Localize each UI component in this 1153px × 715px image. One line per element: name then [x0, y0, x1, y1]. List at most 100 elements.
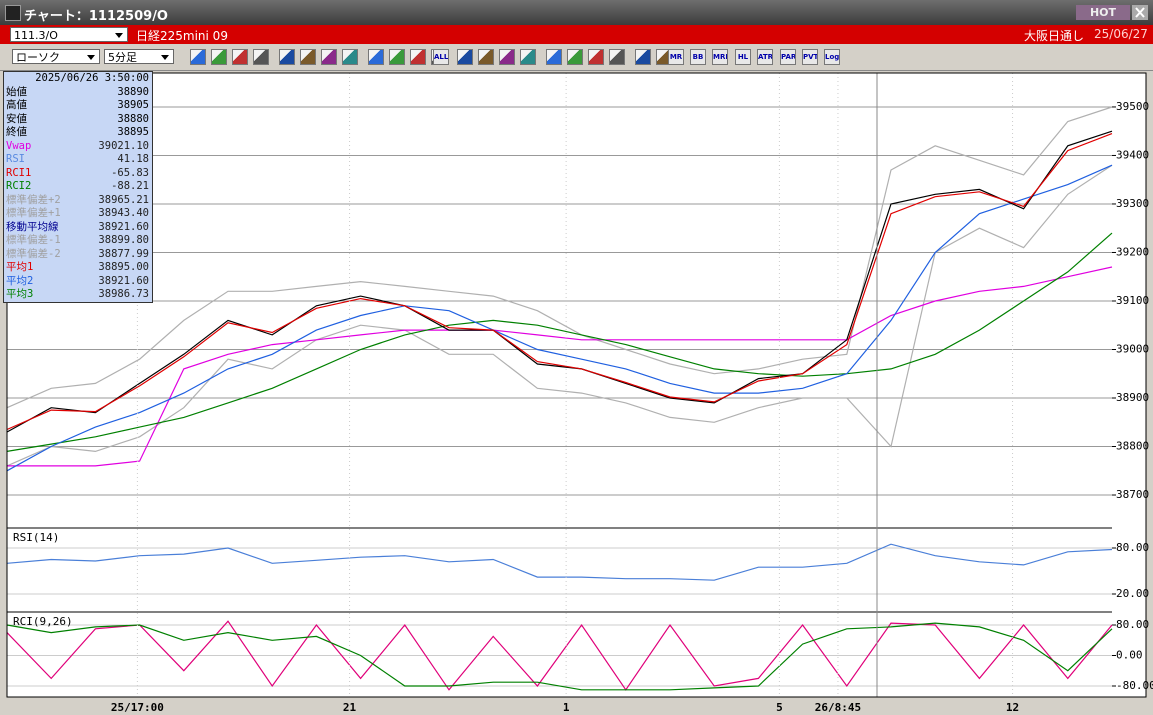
- info-label: 平均1: [6, 261, 34, 273]
- y-tick-label: 20.00: [1116, 587, 1149, 600]
- tool-button[interactable]: MRE: [712, 49, 728, 65]
- date: 25/06/27: [1094, 27, 1148, 41]
- instrument-name: 日経225mini 09: [136, 29, 228, 43]
- info-value: 38921.60: [98, 220, 149, 233]
- series-line: [6, 232, 1113, 452]
- info-label: 標準偏差+2: [6, 193, 61, 206]
- info-label: 移動平均線: [6, 220, 59, 233]
- info-label: RSI: [6, 153, 25, 165]
- info-value: 38895: [117, 126, 149, 138]
- tool-button[interactable]: [588, 49, 604, 65]
- tool-button[interactable]: PAR: [780, 49, 796, 65]
- panel-title: RCI(9,26): [13, 615, 73, 628]
- tool-button[interactable]: BB: [690, 49, 706, 65]
- tool-button[interactable]: [190, 49, 206, 65]
- y-tick-label: 39400: [1116, 148, 1149, 161]
- info-row: 平均3 38986.73: [4, 288, 152, 302]
- y-tick-label: -80.00: [1116, 679, 1153, 692]
- info-value: 38877.99: [98, 247, 149, 260]
- tool-button[interactable]: [567, 49, 583, 65]
- app-icon: [5, 5, 21, 21]
- tool-button[interactable]: [253, 49, 269, 65]
- y-tick-label: 80.00: [1116, 541, 1149, 554]
- info-label: RCI2: [6, 180, 32, 192]
- chart-frame: [6, 72, 1147, 698]
- title-bar: チャート：1112509/O HOT: [0, 0, 1153, 25]
- y-tick-label: 39500: [1116, 100, 1149, 113]
- series-line: [7, 266, 1113, 467]
- tool-button[interactable]: ALL: [433, 49, 449, 65]
- tool-button[interactable]: [410, 49, 426, 65]
- y-tick-label: 0.00: [1116, 649, 1143, 662]
- interval-select[interactable]: 5分足: [104, 49, 174, 64]
- tool-button[interactable]: ATR: [757, 49, 773, 65]
- info-value: -65.83: [111, 166, 149, 179]
- tool-button[interactable]: PVT: [802, 49, 818, 65]
- tool-button[interactable]: [300, 49, 316, 65]
- info-row: 移動平均線 38921.60: [4, 221, 152, 235]
- info-row: 始値 38890: [4, 86, 152, 100]
- header-bar: 111.3/O 日経225mini 09 大阪日通し 25/06/27: [0, 25, 1153, 44]
- tool-button[interactable]: [478, 49, 494, 65]
- tool-button[interactable]: [520, 49, 536, 65]
- tool-button[interactable]: HL: [735, 49, 751, 65]
- y-tick-label: 80.00: [1116, 618, 1149, 631]
- info-label: 始値: [6, 85, 27, 98]
- panel-title: RSI(14): [13, 531, 59, 544]
- x-tick-label: 12: [1006, 701, 1019, 714]
- info-panel: 2025/06/26 3:50:00 始値 38890 高値 38905 安値 38880…: [3, 71, 153, 303]
- tool-button[interactable]: [389, 49, 405, 65]
- info-row: 標準偏差-2 38877.99: [4, 248, 152, 262]
- y-tick-label: 38900: [1116, 391, 1149, 404]
- info-value: 38880: [117, 112, 149, 125]
- tool-button[interactable]: [232, 49, 248, 65]
- y-tick-label: 39300: [1116, 197, 1149, 210]
- tool-button[interactable]: [635, 49, 651, 65]
- info-value: 38943.40: [98, 207, 149, 219]
- info-row: RCI2 -88.21: [4, 180, 152, 194]
- info-row: RSI 41.18: [4, 153, 152, 167]
- series-line: [6, 164, 1113, 472]
- tool-button[interactable]: [321, 49, 337, 65]
- info-label: Vwap: [6, 139, 32, 152]
- tool-button[interactable]: [457, 49, 473, 65]
- x-tick-label: 25/17:00: [111, 701, 164, 714]
- info-value: 41.18: [117, 153, 149, 165]
- info-row: 標準偏差+2 38965.21: [4, 194, 152, 208]
- x-tick-label: 21: [343, 701, 357, 714]
- info-label: 終値: [6, 126, 27, 138]
- session: 大阪日通し: [1024, 29, 1085, 43]
- series-line: [6, 130, 1113, 433]
- chart-type-select[interactable]: ローソク: [12, 49, 100, 64]
- tool-button[interactable]: [211, 49, 227, 65]
- series-line: [6, 106, 1113, 409]
- tool-button[interactable]: [609, 49, 625, 65]
- info-label: 標準偏差-2: [6, 247, 61, 260]
- x-tick-label: 5: [776, 701, 783, 714]
- tool-button[interactable]: MR: [668, 49, 684, 65]
- tool-button[interactable]: [499, 49, 515, 65]
- info-value: 38965.21: [98, 193, 149, 206]
- series-line: [6, 164, 1113, 467]
- series-line: [6, 543, 1113, 581]
- tool-button[interactable]: Log: [824, 49, 840, 65]
- symbol-select[interactable]: 111.3/O: [10, 27, 128, 42]
- info-value: 38899.80: [98, 234, 149, 246]
- info-value: 38905: [117, 99, 149, 111]
- series-line: [6, 622, 1113, 691]
- info-row: 高値 38905: [4, 99, 152, 113]
- tool-button[interactable]: [368, 49, 384, 65]
- close-button[interactable]: [1132, 5, 1148, 20]
- tool-button[interactable]: [546, 49, 562, 65]
- window-title: チャート：1112509/O: [24, 9, 168, 24]
- series-line: [6, 620, 1113, 691]
- info-label: 平均3: [6, 288, 34, 300]
- x-tick-label: 1: [563, 701, 570, 714]
- info-label: 平均2: [6, 274, 34, 287]
- hot-button[interactable]: HOT: [1076, 5, 1130, 20]
- tool-button[interactable]: [342, 49, 358, 65]
- info-label: 標準偏差-1: [6, 234, 61, 246]
- info-row: 終値 38895: [4, 126, 152, 140]
- tool-button[interactable]: [279, 49, 295, 65]
